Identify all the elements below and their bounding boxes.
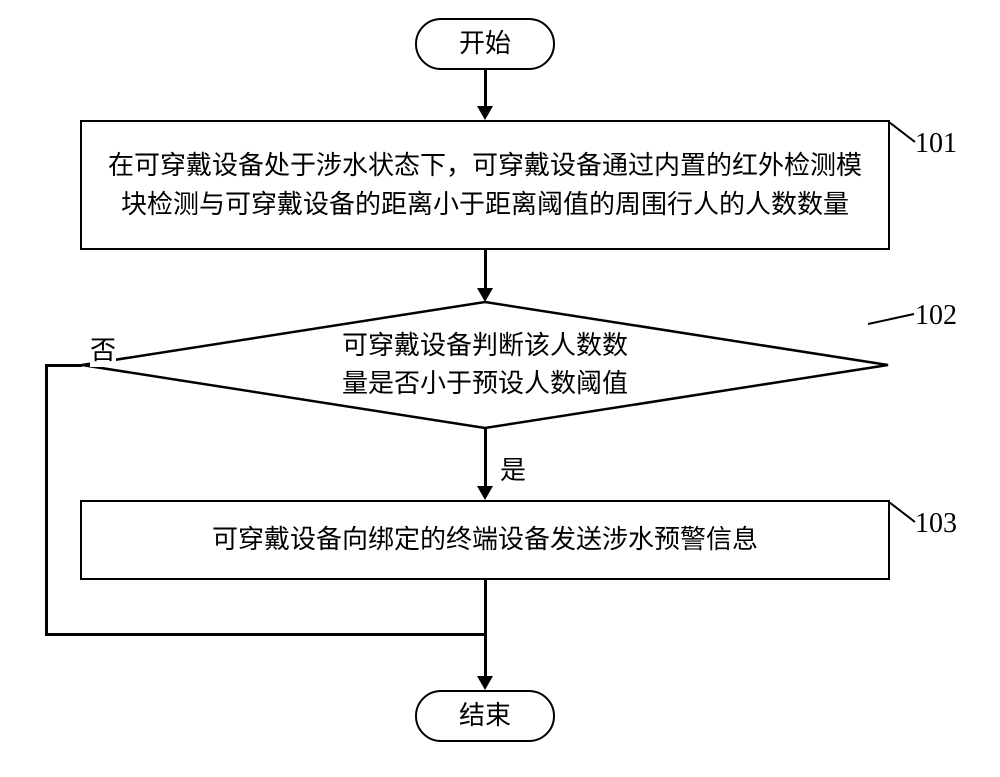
edge-102-103 <box>484 428 487 486</box>
decision-yes-label: 是 <box>500 450 526 487</box>
edge-start-101 <box>484 70 487 106</box>
decision-102-num: 102 <box>915 300 957 332</box>
step-101-num: 101 <box>915 128 957 160</box>
start-label: 开始 <box>459 26 511 61</box>
edge-no-h1 <box>45 364 82 367</box>
edge-101-102 <box>484 250 487 290</box>
decision-102-text-wrap: 可穿戴设备判断该人数数量是否小于预设人数阈值 <box>80 300 890 430</box>
decision-102-leader <box>868 310 918 330</box>
step-101: 在可穿戴设备处于涉水状态下，可穿戴设备通过内置的红外检测模块检测与可穿戴设备的距… <box>80 120 890 250</box>
decision-no-label: 否 <box>90 330 116 367</box>
edge-no-h2 <box>45 633 486 636</box>
edge-join-end <box>484 633 487 676</box>
edge-no-v <box>45 364 48 635</box>
end-label: 结束 <box>459 698 511 733</box>
edge-102-103-head <box>477 486 493 500</box>
decision-102: 可穿戴设备判断该人数数量是否小于预设人数阈值 <box>80 300 890 430</box>
decision-102-line1: 可穿戴设备判断该人数数量是否小于预设人数阈值 <box>342 327 628 402</box>
edge-103-join <box>484 580 487 635</box>
start-node: 开始 <box>415 18 555 70</box>
step-103-num: 103 <box>915 508 957 540</box>
decision-102-text: 可穿戴设备判断该人数数量是否小于预设人数阈值 <box>342 327 628 402</box>
end-node: 结束 <box>415 690 555 742</box>
edge-start-101-head <box>477 106 493 120</box>
step-101-text: 在可穿戴设备处于涉水状态下，可穿戴设备通过内置的红外检测模块检测与可穿戴设备的距… <box>102 146 868 224</box>
edge-end-head <box>477 676 493 690</box>
step-103-text: 可穿戴设备向绑定的终端设备发送涉水预警信息 <box>212 522 758 557</box>
step-103: 可穿戴设备向绑定的终端设备发送涉水预警信息 <box>80 500 890 580</box>
